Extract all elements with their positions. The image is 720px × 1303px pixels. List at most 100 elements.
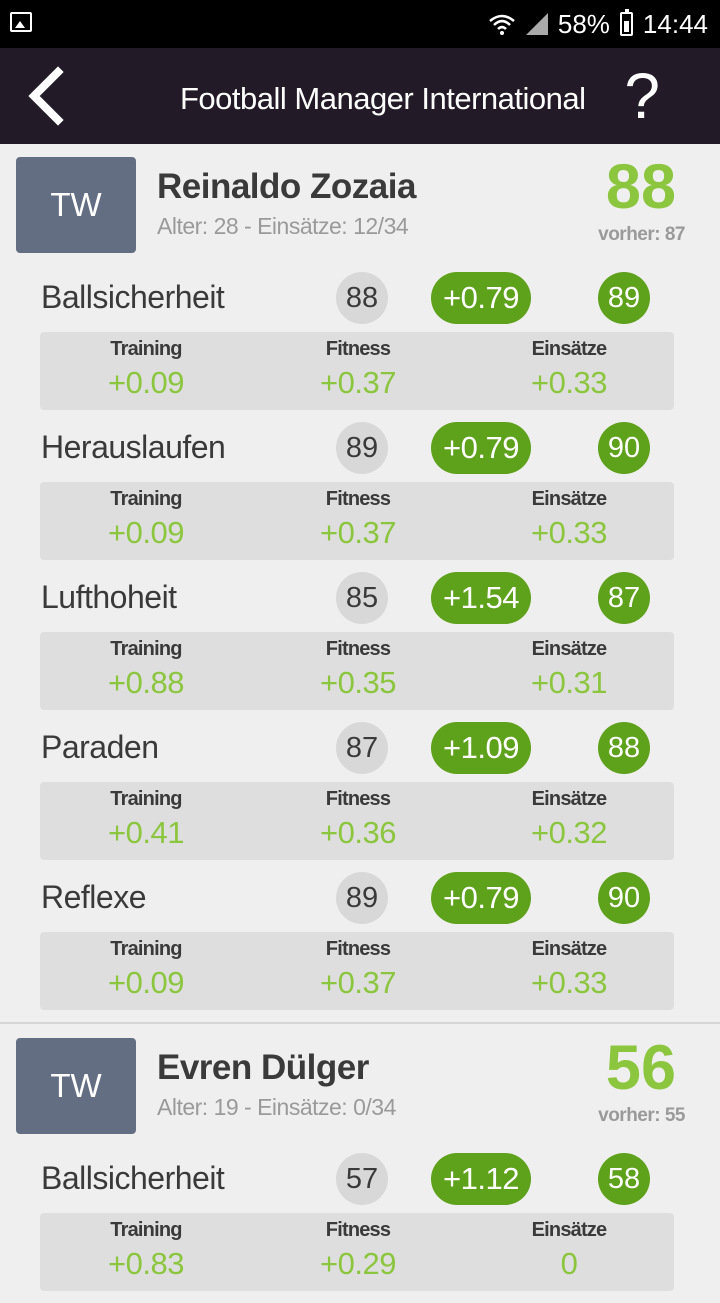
breakdown-fitness: Fitness +0.37: [258, 932, 458, 1001]
breakdown-einsaetze: Einsätze 0: [469, 1213, 669, 1282]
chevron-left-icon[interactable]: [22, 66, 82, 126]
fitness-label: Fitness: [325, 338, 391, 360]
battery-percent: 58%: [557, 8, 610, 39]
skill-delta: +1.09: [431, 722, 531, 774]
skill-new-value: 87: [598, 572, 650, 624]
training-value: +0.83: [108, 1246, 184, 1281]
fitness-label: Fitness: [325, 938, 391, 960]
breakdown-training: Training +0.09: [46, 482, 246, 551]
skill-name: Lufthoheit: [41, 579, 177, 615]
training-label: Training: [110, 338, 182, 360]
breakdown-einsaetze: Einsätze +0.33: [469, 932, 669, 1001]
player-previous-rating: vorher: 87: [598, 224, 685, 245]
training-value: +0.88: [108, 665, 184, 700]
player-name: Evren Dülger: [157, 1048, 369, 1087]
skill-old-value: 89: [336, 872, 388, 924]
skill-delta: +0.79: [431, 872, 531, 924]
player-name: Reinaldo Zozaia: [157, 167, 416, 206]
einsaetze-label: Einsätze: [531, 488, 608, 510]
training-value: +0.09: [108, 365, 184, 400]
breakdown-training: Training +0.09: [46, 932, 246, 1001]
skill-old-value: 85: [336, 572, 388, 624]
skill-old-value: 89: [336, 422, 388, 474]
skill-row: Paraden 87 +1.09 88 Training +0.41 Fitnes…: [0, 722, 720, 872]
fitness-value: +0.35: [320, 665, 396, 700]
skill-breakdown: Training +0.09 Fitness +0.37 Einsätze +0.33: [40, 932, 674, 1010]
einsaetze-value: +0.33: [531, 365, 607, 400]
skill-breakdown: Training +0.88 Fitness +0.35 Einsätze +0.31: [40, 632, 674, 710]
einsaetze-value: +0.33: [531, 515, 607, 550]
skill-row: Ballsicherheit 57 +1.12 58 Training +0.83…: [0, 1153, 720, 1303]
skill-old-value: 88: [336, 272, 388, 324]
battery-icon: [619, 9, 633, 36]
skill-breakdown: Training +0.41 Fitness +0.36 Einsätze +0.32: [40, 782, 674, 860]
player-previous-rating: vorher: 55: [598, 1105, 685, 1126]
skill-new-value: 88: [598, 722, 650, 774]
clock: 14:44: [642, 8, 708, 39]
einsaetze-value: +0.32: [531, 815, 607, 850]
wifi-icon: [489, 14, 515, 35]
fitness-label: Fitness: [325, 788, 391, 810]
breakdown-einsaetze: Einsätze +0.33: [469, 482, 669, 551]
signal-icon: [525, 13, 548, 35]
image-icon: [10, 12, 32, 32]
einsaetze-label: Einsätze: [531, 1219, 608, 1241]
fitness-label: Fitness: [325, 488, 391, 510]
breakdown-fitness: Fitness +0.37: [258, 332, 458, 401]
skill-row: Lufthoheit 85 +1.54 87 Training +0.88 Fit…: [0, 572, 720, 722]
skill-row: Ballsicherheit 88 +0.79 89 Training +0.09…: [0, 272, 720, 422]
skill-new-value: 89: [598, 272, 650, 324]
skill-breakdown: Training +0.09 Fitness +0.37 Einsätze +0.33: [40, 332, 674, 410]
skill-delta: +1.12: [431, 1153, 531, 1205]
skill-delta: +0.79: [431, 422, 531, 474]
breakdown-fitness: Fitness +0.29: [258, 1213, 458, 1282]
fitness-label: Fitness: [325, 638, 391, 660]
position-badge: TW: [16, 1038, 136, 1134]
player-info: Alter: 28 - Einsätze: 12/34: [157, 213, 409, 239]
player-overall-rating: 88: [605, 152, 676, 222]
app-title: Football Manager International: [180, 81, 586, 116]
skill-new-value: 90: [598, 872, 650, 924]
skill-old-value: 57: [336, 1153, 388, 1205]
einsaetze-label: Einsätze: [531, 338, 608, 360]
skill-name: Herauslaufen: [41, 429, 226, 465]
breakdown-fitness: Fitness +0.36: [258, 782, 458, 851]
app-bar: Football Manager International ?: [0, 48, 720, 144]
einsaetze-value: +0.33: [531, 965, 607, 1000]
breakdown-einsaetze: Einsätze +0.33: [469, 332, 669, 401]
player-info: Alter: 19 - Einsätze: 0/34: [157, 1094, 396, 1120]
breakdown-fitness: Fitness +0.35: [258, 632, 458, 701]
skill-delta: +0.79: [431, 272, 531, 324]
training-value: +0.09: [108, 965, 184, 1000]
position-badge: TW: [16, 157, 136, 253]
einsaetze-value: 0: [560, 1246, 578, 1281]
einsaetze-label: Einsätze: [531, 938, 608, 960]
fitness-label: Fitness: [325, 1219, 391, 1241]
fitness-value: +0.37: [320, 365, 396, 400]
skill-new-value: 90: [598, 422, 650, 474]
training-label: Training: [110, 638, 182, 660]
breakdown-training: Training +0.41: [46, 782, 246, 851]
fitness-value: +0.29: [320, 1246, 396, 1281]
skill-new-value: 58: [598, 1153, 650, 1205]
einsaetze-label: Einsätze: [531, 788, 608, 810]
breakdown-training: Training +0.88: [46, 632, 246, 701]
fitness-value: +0.37: [320, 515, 396, 550]
skill-name: Reflexe: [41, 879, 147, 915]
player-overall-rating: 56: [605, 1033, 676, 1103]
training-value: +0.09: [108, 515, 184, 550]
breakdown-einsaetze: Einsätze +0.32: [469, 782, 669, 851]
skill-row: Herauslaufen 89 +0.79 90 Training +0.09 F…: [0, 422, 720, 572]
skill-name: Paraden: [41, 729, 159, 765]
breakdown-training: Training +0.09: [46, 332, 246, 401]
einsaetze-label: Einsätze: [531, 638, 608, 660]
question-mark-icon[interactable]: ?: [624, 60, 660, 132]
skill-old-value: 87: [336, 722, 388, 774]
skill-name: Ballsicherheit: [41, 279, 225, 315]
training-label: Training: [110, 1219, 182, 1241]
skill-breakdown: Training +0.09 Fitness +0.37 Einsätze +0.33: [40, 482, 674, 560]
breakdown-einsaetze: Einsätze +0.31: [469, 632, 669, 701]
status-bar: 58% 14:44: [0, 0, 720, 48]
training-label: Training: [110, 488, 182, 510]
skill-name: Ballsicherheit: [41, 1160, 225, 1196]
